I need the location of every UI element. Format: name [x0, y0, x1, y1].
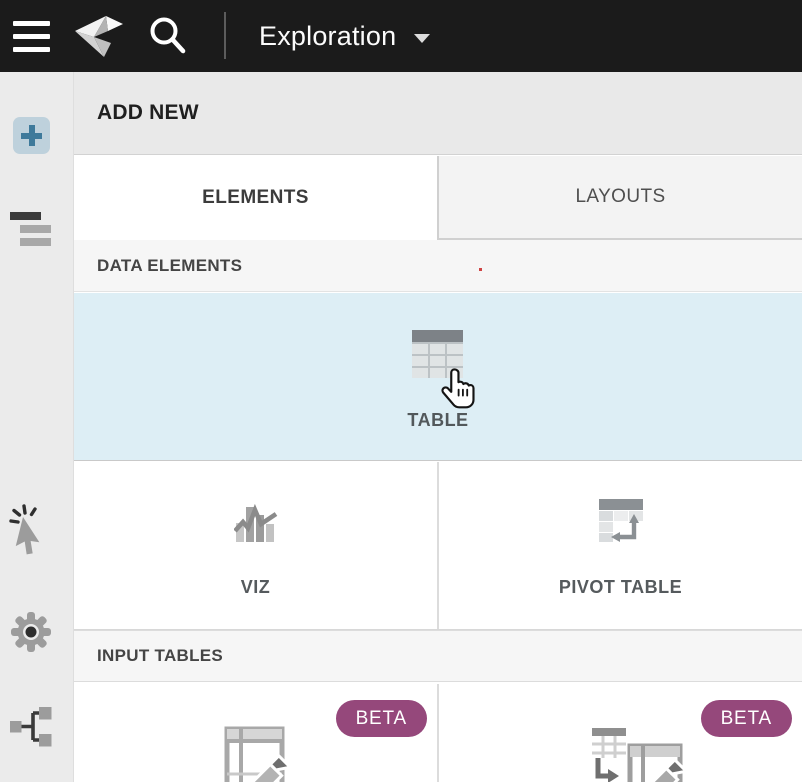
beta-badge-label: BETA	[720, 707, 772, 729]
linked-input-table-icon	[584, 724, 694, 782]
input-tables-heading-text: INPUT TABLES	[97, 646, 224, 665]
section-heading-data-elements: DATA ELEMENTS	[74, 240, 802, 292]
tile-viz-label: VIZ	[240, 577, 271, 597]
red-speck-artifact	[479, 268, 482, 271]
click-cursor-icon[interactable]	[8, 504, 54, 563]
tab-elements[interactable]: ELEMENTS	[74, 156, 437, 240]
beta-badge: BETA	[700, 700, 792, 737]
tile-pivot-table-label: PIVOT TABLE	[558, 577, 683, 597]
tile-pivot-table[interactable]: PIVOT TABLE	[437, 462, 802, 629]
panel-title-text: ADD NEW	[97, 101, 199, 124]
sigma-bird-logo	[70, 9, 124, 63]
tab-layouts-label: LAYOUTS	[575, 186, 666, 207]
table-grid-icon	[412, 330, 463, 378]
section-heading-input-tables: INPUT TABLES	[74, 630, 802, 682]
workbook-title: Exploration	[259, 20, 397, 51]
add-new-panel: ADD NEW ELEMENTS LAYOUTS DATA ELEMENTS T…	[74, 72, 802, 782]
beta-badge: BETA	[335, 700, 427, 737]
input-tables-row: BETA	[74, 684, 802, 782]
tab-layouts[interactable]: LAYOUTS	[437, 156, 802, 240]
panel-title: ADD NEW	[74, 72, 802, 155]
hand-pointer-cursor	[438, 367, 478, 418]
bar-line-chart-icon	[232, 502, 278, 549]
panel-tabs: ELEMENTS LAYOUTS	[74, 156, 802, 240]
tab-elements-label: ELEMENTS	[202, 187, 309, 208]
data-elements-row: VIZ PIVOT TABLE	[74, 462, 802, 630]
topbar-divider	[224, 12, 226, 59]
topbar: Exploration	[0, 0, 802, 72]
add-element-button[interactable]	[13, 117, 50, 154]
beta-badge-label: BETA	[355, 707, 407, 729]
lineage-icon[interactable]	[8, 702, 54, 755]
settings-gear-icon[interactable]	[9, 610, 53, 659]
empty-input-table-icon	[224, 726, 294, 782]
tile-linked-input-table[interactable]: BETA	[437, 684, 802, 782]
data-elements-heading-text: DATA ELEMENTS	[97, 255, 243, 275]
tile-viz[interactable]: VIZ	[74, 462, 437, 629]
left-toolbar	[0, 72, 74, 782]
tile-table-label: TABLE	[407, 410, 469, 430]
hamburger-menu-icon[interactable]	[13, 20, 50, 53]
tile-empty-input-table[interactable]: BETA	[74, 684, 437, 782]
pivot-table-icon	[596, 496, 646, 549]
caret-down-icon	[414, 34, 431, 43]
page-outline-icon[interactable]	[10, 212, 52, 247]
tile-table[interactable]: TABLE	[74, 293, 802, 461]
search-icon[interactable]	[147, 14, 191, 58]
workbook-title-menu[interactable]: Exploration	[259, 0, 431, 72]
